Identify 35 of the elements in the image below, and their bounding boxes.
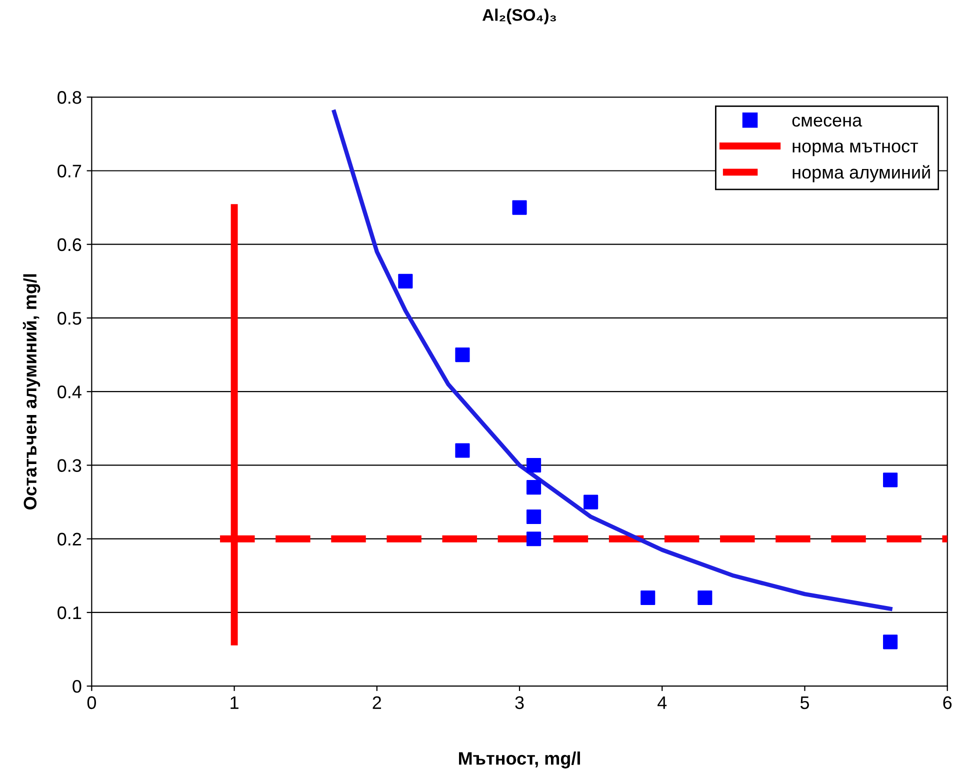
y-tick-label: 0.5 bbox=[58, 312, 82, 325]
point bbox=[398, 274, 413, 288]
y-tick-label: 0 bbox=[72, 680, 82, 693]
point bbox=[526, 532, 542, 546]
y-tick-label: 0.7 bbox=[58, 164, 82, 178]
legend-label: норма мътност bbox=[792, 142, 918, 156]
point bbox=[883, 472, 898, 488]
point bbox=[455, 443, 470, 458]
point bbox=[883, 634, 898, 650]
y-tick-label: 0.6 bbox=[58, 238, 82, 252]
point bbox=[526, 480, 542, 495]
x-axis-title: Мътност, mg/l bbox=[459, 752, 580, 768]
legend-label: норма алуминий bbox=[792, 165, 930, 182]
x-tick-label: 5 bbox=[800, 696, 810, 710]
point bbox=[455, 348, 470, 362]
x-tick-label: 4 bbox=[658, 696, 667, 709]
point bbox=[640, 590, 656, 606]
y-tick-label: 0.1 bbox=[58, 606, 82, 620]
chart-title: Al₂(SO₄)₃ bbox=[482, 8, 556, 24]
legend-label: смесена bbox=[792, 116, 862, 127]
x-tick-label: 1 bbox=[230, 696, 238, 709]
x-tick-label: 0 bbox=[87, 696, 96, 710]
point bbox=[526, 509, 542, 524]
y-tick-label: 0.3 bbox=[58, 459, 82, 472]
y-tick-label: 0.4 bbox=[58, 386, 82, 398]
point bbox=[698, 590, 712, 606]
y-tick-label: 0.2 bbox=[58, 532, 82, 546]
point bbox=[526, 458, 542, 473]
point bbox=[584, 494, 598, 510]
y-tick-label: 0.8 bbox=[58, 91, 82, 104]
x-tick-label: 3 bbox=[515, 696, 524, 710]
x-tick-label: 6 bbox=[943, 696, 952, 710]
x-tick-label: 2 bbox=[372, 696, 382, 709]
y-axis-title: Остатъчен алуминий, mg/l bbox=[22, 274, 40, 510]
point bbox=[512, 200, 527, 215]
